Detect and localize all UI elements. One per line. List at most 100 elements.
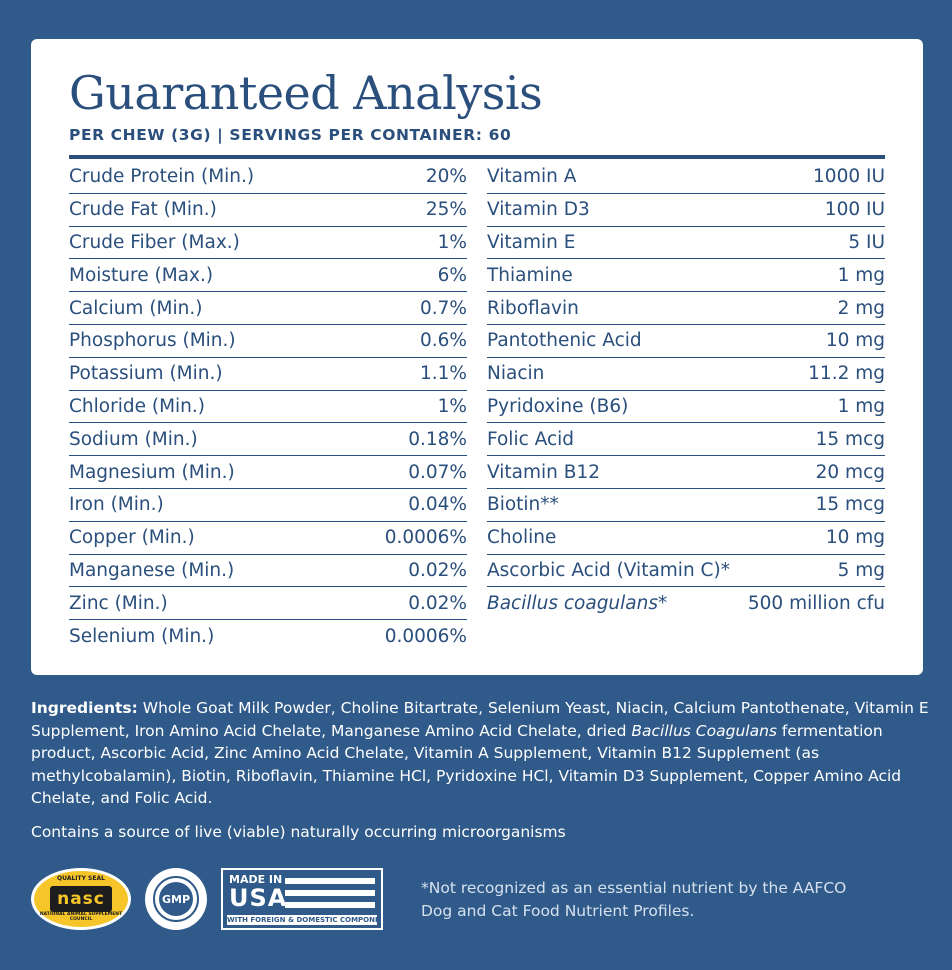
- ingredients-text: Ingredients: Whole Goat Milk Powder, Cho…: [31, 697, 931, 810]
- nutrient-name: Sodium (Min.): [69, 428, 198, 450]
- table-row: Niacin 11.2 mg: [487, 358, 885, 391]
- nutrient-value: 0.02%: [408, 592, 467, 614]
- nutrient-value: 5 IU: [848, 231, 885, 253]
- nutrient-value: 15 mcg: [815, 494, 885, 516]
- nutrient-value: 0.0006%: [384, 626, 467, 648]
- nutrient-value: 10 mg: [825, 527, 885, 549]
- nutrient-name: Copper (Min.): [69, 527, 195, 549]
- flag-stripes: [285, 878, 375, 914]
- table-row: Folic Acid 15 mcg: [487, 423, 885, 457]
- nasc-mark: nasc: [50, 886, 112, 912]
- ingredients-part-2: fermentation product, Ascorbic Acid, Zin…: [31, 721, 902, 808]
- nutrient-value: 20%: [425, 166, 467, 188]
- table-row: Phosphorus (Min.) 0.6%: [69, 325, 467, 358]
- nutrient-value: 1%: [437, 231, 467, 253]
- nasc-seal-bottom: NATIONAL ANIMAL SUPPLEMENT COUNCIL: [39, 912, 123, 922]
- nutrient-value: 2 mg: [837, 297, 885, 319]
- nutrient-name: Crude Fat (Min.): [69, 199, 217, 221]
- table-row: Calcium (Min.) 0.7%: [69, 292, 467, 325]
- nutrient-name: Chloride (Min.): [69, 395, 205, 417]
- nutrient-value: 1 mg: [837, 264, 885, 286]
- aafco-footnote: *Not recognized as an essential nutrient…: [421, 879, 847, 920]
- nutrient-value: 0.07%: [408, 461, 467, 483]
- nutrient-name: Thiamine: [487, 264, 573, 286]
- table-row: Crude Fiber (Max.) 1%: [69, 227, 467, 260]
- nutrient-value: 5 mg: [837, 559, 885, 581]
- nutrient-name: Vitamin E: [487, 231, 576, 253]
- nutrient-name: Folic Acid: [487, 428, 575, 450]
- nutrient-name: Crude Fiber (Max.): [69, 231, 240, 253]
- nutrient-value: 0.02%: [408, 559, 467, 581]
- nasc-seal-icon: QUALITY SEAL nasc NATIONAL ANIMAL SUPPLE…: [31, 868, 131, 930]
- nutrient-value: 10 mg: [825, 330, 885, 352]
- nutrient-name: Choline: [487, 527, 557, 549]
- nutrient-name: Vitamin A: [487, 166, 577, 188]
- table-row: Choline 10 mg: [487, 522, 885, 555]
- nutrient-value: 500 million cfu: [747, 593, 885, 615]
- serving-info: PER CHEW (3G) | SERVINGS PER CONTAINER: …: [69, 126, 512, 144]
- table-row: Vitamin D3 100 IU: [487, 194, 885, 227]
- left-column: Crude Protein (Min.) 20% Crude Fat (Min.) 2…: [69, 161, 467, 653]
- live-microorganisms-note: Contains a source of live (viable) natur…: [31, 823, 566, 841]
- table-row: Crude Fat (Min.) 25%: [69, 194, 467, 227]
- usa-foot: WITH FOREIGN & DOMESTIC COMPONENTS: [227, 915, 377, 925]
- nasc-seal-top: QUALITY SEAL: [57, 875, 105, 882]
- ingredients-part-1: Whole Goat Milk Powder, Choline Bitartra…: [31, 699, 929, 740]
- nutrient-value: 1.1%: [420, 363, 467, 385]
- nutrient-name: Pyridoxine (B6): [487, 395, 629, 417]
- table-row: Vitamin A 1000 IU: [487, 161, 885, 194]
- guaranteed-analysis-panel: Guaranteed Analysis PER CHEW (3G) | SERV…: [31, 39, 923, 675]
- nutrient-value: 20 mcg: [815, 461, 885, 483]
- nutrient-name: Biotin**: [487, 494, 559, 516]
- nutrient-name: Ascorbic Acid (Vitamin C)*: [487, 559, 730, 581]
- nutrient-value: 100 IU: [824, 199, 885, 221]
- table-row: Copper (Min.) 0.0006%: [69, 522, 467, 555]
- table-row: Moisture (Max.) 6%: [69, 259, 467, 293]
- table-row: Magnesium (Min.) 0.07%: [69, 456, 467, 489]
- table-row: Pyridoxine (B6) 1 mg: [487, 391, 885, 424]
- table-row: Ascorbic Acid (Vitamin C)* 5 mg: [487, 555, 885, 588]
- header-rule: [69, 155, 885, 159]
- nutrient-value: 0.04%: [408, 494, 467, 516]
- table-row: Vitamin B12 20 mcg: [487, 456, 885, 489]
- usa-mark: USA: [229, 884, 288, 912]
- nutrient-value: 1%: [437, 395, 467, 417]
- table-row: Selenium (Min.) 0.0006%: [69, 620, 467, 653]
- nutrient-value: 0.0006%: [384, 527, 467, 549]
- gmp-seal-icon: GMP: [145, 868, 207, 930]
- table-row: Riboflavin 2 mg: [487, 292, 885, 325]
- nutrient-name: Zinc (Min.): [69, 592, 168, 614]
- table-row: Pantothenic Acid 10 mg: [487, 325, 885, 358]
- nutrient-name: Moisture (Max.): [69, 264, 214, 286]
- nutrient-name: Niacin: [487, 363, 545, 385]
- made-in-usa-icon: MADE IN USA WITH FOREIGN & DOMESTIC COMP…: [221, 868, 383, 930]
- nutrient-name: Bacillus coagulans*: [487, 593, 668, 615]
- usa-made-in: MADE IN: [229, 873, 283, 886]
- nutrient-value: 0.18%: [408, 428, 467, 450]
- nutrient-value: 25%: [425, 199, 467, 221]
- nutrient-name: Manganese (Min.): [69, 559, 235, 581]
- table-row: Chloride (Min.) 1%: [69, 391, 467, 424]
- nutrient-value: 0.6%: [420, 330, 467, 352]
- analysis-table: Crude Protein (Min.) 20% Crude Fat (Min.) 2…: [69, 161, 885, 653]
- badges-row: QUALITY SEAL nasc NATIONAL ANIMAL SUPPLE…: [31, 866, 383, 932]
- ingredients-italic: Bacillus Coagulans: [631, 721, 777, 740]
- table-row: Crude Protein (Min.) 20%: [69, 161, 467, 194]
- ingredients-label: Ingredients:: [31, 699, 138, 717]
- nutrient-name: Vitamin D3: [487, 199, 590, 221]
- table-row: Biotin** 15 mcg: [487, 489, 885, 522]
- nutrient-name: Vitamin B12: [487, 461, 600, 483]
- table-row: Sodium (Min.) 0.18%: [69, 423, 467, 457]
- nutrient-name: Phosphorus (Min.): [69, 330, 236, 352]
- table-row: Vitamin E 5 IU: [487, 227, 885, 260]
- nutrient-value: 1000 IU: [813, 166, 885, 188]
- nutrient-name: Calcium (Min.): [69, 297, 203, 319]
- table-row: Manganese (Min.) 0.02%: [69, 555, 467, 588]
- table-row: Iron (Min.) 0.04%: [69, 489, 467, 522]
- nutrient-name: Riboflavin: [487, 297, 579, 319]
- nutrient-name: Selenium (Min.): [69, 626, 215, 648]
- nutrient-name: Potassium (Min.): [69, 363, 223, 385]
- table-row: Potassium (Min.) 1.1%: [69, 358, 467, 391]
- nutrient-name: Pantothenic Acid: [487, 330, 642, 352]
- page-title: Guaranteed Analysis: [69, 66, 543, 120]
